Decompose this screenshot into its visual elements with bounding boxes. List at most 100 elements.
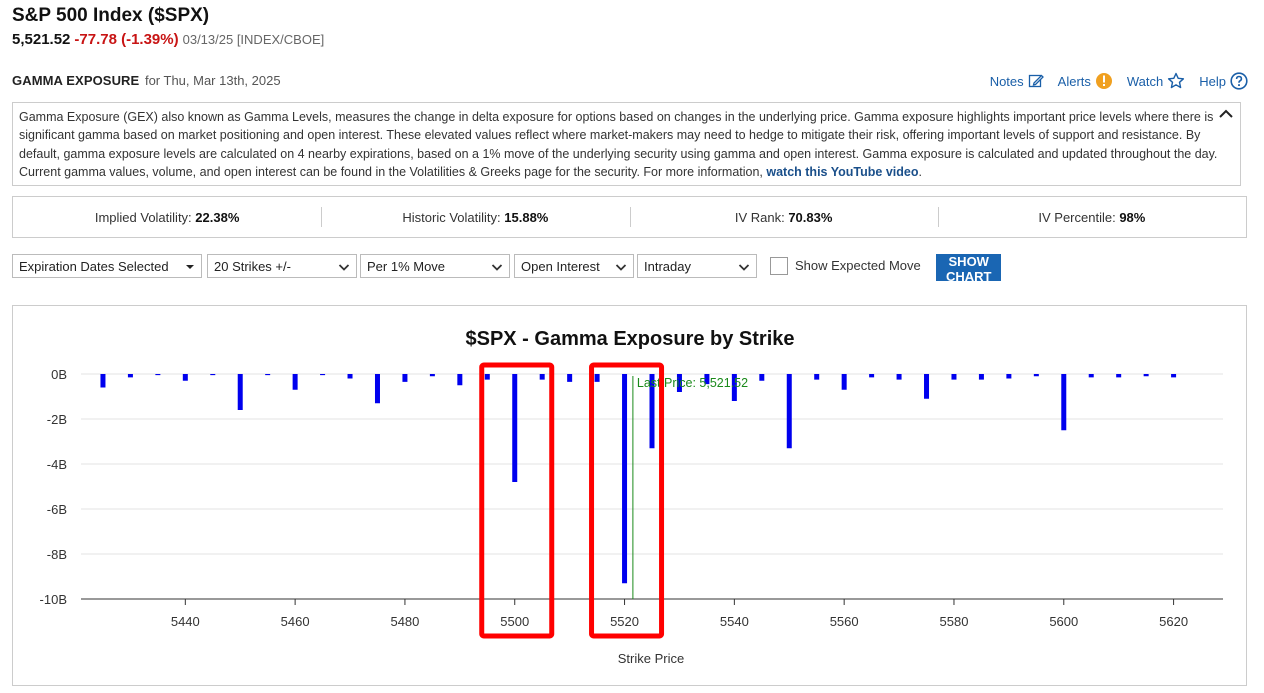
gamma-bar bbox=[594, 374, 600, 382]
move-select[interactable]: Per 1% Move bbox=[360, 254, 510, 278]
iv-percentile-value: 98% bbox=[1119, 209, 1146, 225]
help-button[interactable]: Help bbox=[1199, 72, 1248, 90]
metric-value: Open Interest bbox=[521, 258, 600, 274]
y-tick-label: -4B bbox=[47, 457, 67, 472]
gamma-bar bbox=[1171, 374, 1177, 378]
notes-label: Notes bbox=[989, 73, 1024, 89]
y-tick-label: 0B bbox=[51, 367, 67, 382]
gamma-bar bbox=[759, 374, 765, 381]
move-value: Per 1% Move bbox=[367, 258, 446, 274]
quote-meta: 03/13/25 [INDEX/CBOE] bbox=[182, 32, 325, 47]
gamma-bar bbox=[237, 374, 243, 410]
gamma-bar bbox=[155, 374, 161, 376]
caret-down-icon bbox=[186, 265, 194, 269]
description-text: Gamma Exposure (GEX) also known as Gamma… bbox=[19, 110, 1218, 179]
expiration-dates-dropdown[interactable]: Expiration Dates Selected bbox=[12, 254, 202, 278]
implied-volatility-value: 22.38% bbox=[195, 209, 240, 225]
gamma-bar bbox=[1033, 374, 1039, 377]
bar-series bbox=[100, 374, 1177, 584]
x-axis-label: Strike Price bbox=[618, 651, 684, 666]
y-tick-label: -2B bbox=[47, 412, 67, 427]
chevron-down-icon bbox=[615, 264, 627, 271]
chevron-up-icon bbox=[1219, 109, 1233, 118]
gamma-chart-panel: $SPX - Gamma Exposure by Strike 0B -2B -4B… bbox=[12, 305, 1247, 686]
period-value: Intraday bbox=[644, 258, 691, 274]
gamma-exposure-chart: $SPX - Gamma Exposure by Strike 0B -2B -4B… bbox=[40, 328, 1223, 666]
gamma-bar bbox=[484, 374, 490, 380]
alerts-label: Alerts bbox=[1057, 73, 1091, 89]
last-price: 5,521.52 bbox=[12, 31, 71, 48]
gamma-bar bbox=[704, 374, 710, 385]
notes-button[interactable]: Notes bbox=[990, 72, 1044, 90]
gamma-bar bbox=[869, 374, 875, 378]
gamma-bar bbox=[622, 374, 628, 584]
chevron-down-icon bbox=[338, 264, 350, 271]
gamma-bar bbox=[649, 374, 655, 449]
volatility-stats: Implied Volatility: 22.38% Historic Vola… bbox=[12, 196, 1247, 238]
chart-title: $SPX - Gamma Exposure by Strike bbox=[465, 328, 794, 350]
alert-icon bbox=[1095, 73, 1112, 89]
strikes-select[interactable]: 20 Strikes +/- bbox=[207, 254, 357, 278]
chevron-down-icon bbox=[491, 264, 503, 271]
gamma-bar bbox=[512, 374, 518, 482]
help-label: Help bbox=[1199, 73, 1226, 89]
x-tick-label: 5440 bbox=[171, 614, 200, 629]
gamma-bar bbox=[841, 374, 847, 390]
axis-ticks: 0B -2B -4B -6B -8B -10B 5440 5460 5480 5500 5520 55… bbox=[40, 367, 1189, 629]
page-title: S&P 500 Index ($SPX) bbox=[12, 5, 210, 26]
help-icon bbox=[1230, 72, 1248, 90]
gamma-bar bbox=[567, 374, 573, 382]
gamma-bar bbox=[1061, 374, 1067, 431]
gamma-bar bbox=[676, 374, 682, 392]
description-panel: Gamma Exposure (GEX) also known as Gamma… bbox=[12, 102, 1241, 186]
page-toolbar: Notes Alerts Watch Help bbox=[990, 72, 1248, 90]
gamma-bar bbox=[347, 374, 353, 379]
iv-rank-label: IV Rank: bbox=[734, 209, 785, 225]
gamma-bar bbox=[814, 374, 820, 380]
x-tick-label: 5520 bbox=[610, 614, 639, 629]
section-title: GAMMA EXPOSURE bbox=[12, 73, 140, 88]
period-select[interactable]: Intraday bbox=[637, 254, 757, 278]
collapse-button[interactable] bbox=[1218, 107, 1234, 126]
gamma-bar bbox=[1116, 374, 1122, 378]
iv-percentile-stat: IV Percentile: 98% bbox=[937, 206, 1246, 227]
gamma-bar bbox=[429, 374, 435, 377]
gamma-bar bbox=[786, 374, 792, 449]
strike-highlight-box bbox=[479, 362, 555, 639]
expiration-dates-label: Expiration Dates Selected bbox=[19, 258, 169, 274]
gamma-bar bbox=[402, 374, 408, 382]
section-date: for Thu, Mar 13th, 2025 bbox=[144, 73, 281, 88]
metric-select[interactable]: Open Interest bbox=[514, 254, 634, 278]
quote-line: 5,521.52 -77.78 (-1.39%) 03/13/25 [INDEX/C… bbox=[12, 31, 324, 48]
expected-move-label: Show Expected Move bbox=[795, 258, 921, 273]
gamma-bar bbox=[1143, 374, 1149, 377]
x-tick-label: 5500 bbox=[500, 614, 529, 629]
gamma-bar bbox=[292, 374, 298, 390]
gamma-bar bbox=[127, 374, 133, 378]
x-tick-label: 5580 bbox=[940, 614, 969, 629]
x-tick-label: 5620 bbox=[1159, 614, 1188, 629]
x-tick-label: 5560 bbox=[830, 614, 859, 629]
description-end: . bbox=[918, 164, 922, 179]
alerts-button[interactable]: Alerts bbox=[1058, 72, 1113, 90]
x-tick-label: 5480 bbox=[390, 614, 419, 629]
gamma-bar bbox=[100, 374, 106, 388]
x-tick-label: 5460 bbox=[281, 614, 310, 629]
show-chart-button[interactable]: SHOW CHART bbox=[936, 254, 1002, 284]
gamma-bar bbox=[210, 374, 216, 376]
iv-rank-value: 70.83% bbox=[788, 209, 833, 225]
gamma-bar bbox=[924, 374, 930, 399]
gamma-bar bbox=[1006, 374, 1012, 379]
last-price-label: Last Price: 5,521.52 bbox=[637, 376, 748, 390]
x-tick-label: 5600 bbox=[1049, 614, 1078, 629]
gamma-bar bbox=[374, 374, 380, 404]
strike-highlight-box bbox=[589, 362, 665, 639]
iv-rank-stat: IV Rank: 70.83% bbox=[629, 206, 938, 227]
youtube-link[interactable]: watch this YouTube video bbox=[766, 164, 919, 179]
section-heading: GAMMA EXPOSURE for Thu, Mar 13th, 2025 bbox=[12, 73, 281, 88]
gamma-bar bbox=[457, 374, 463, 386]
expected-move-checkbox[interactable] bbox=[770, 257, 788, 275]
implied-volatility-label: Implied Volatility: bbox=[94, 209, 192, 225]
watch-button[interactable]: Watch bbox=[1127, 72, 1185, 90]
historic-volatility-value: 15.88% bbox=[504, 209, 549, 225]
